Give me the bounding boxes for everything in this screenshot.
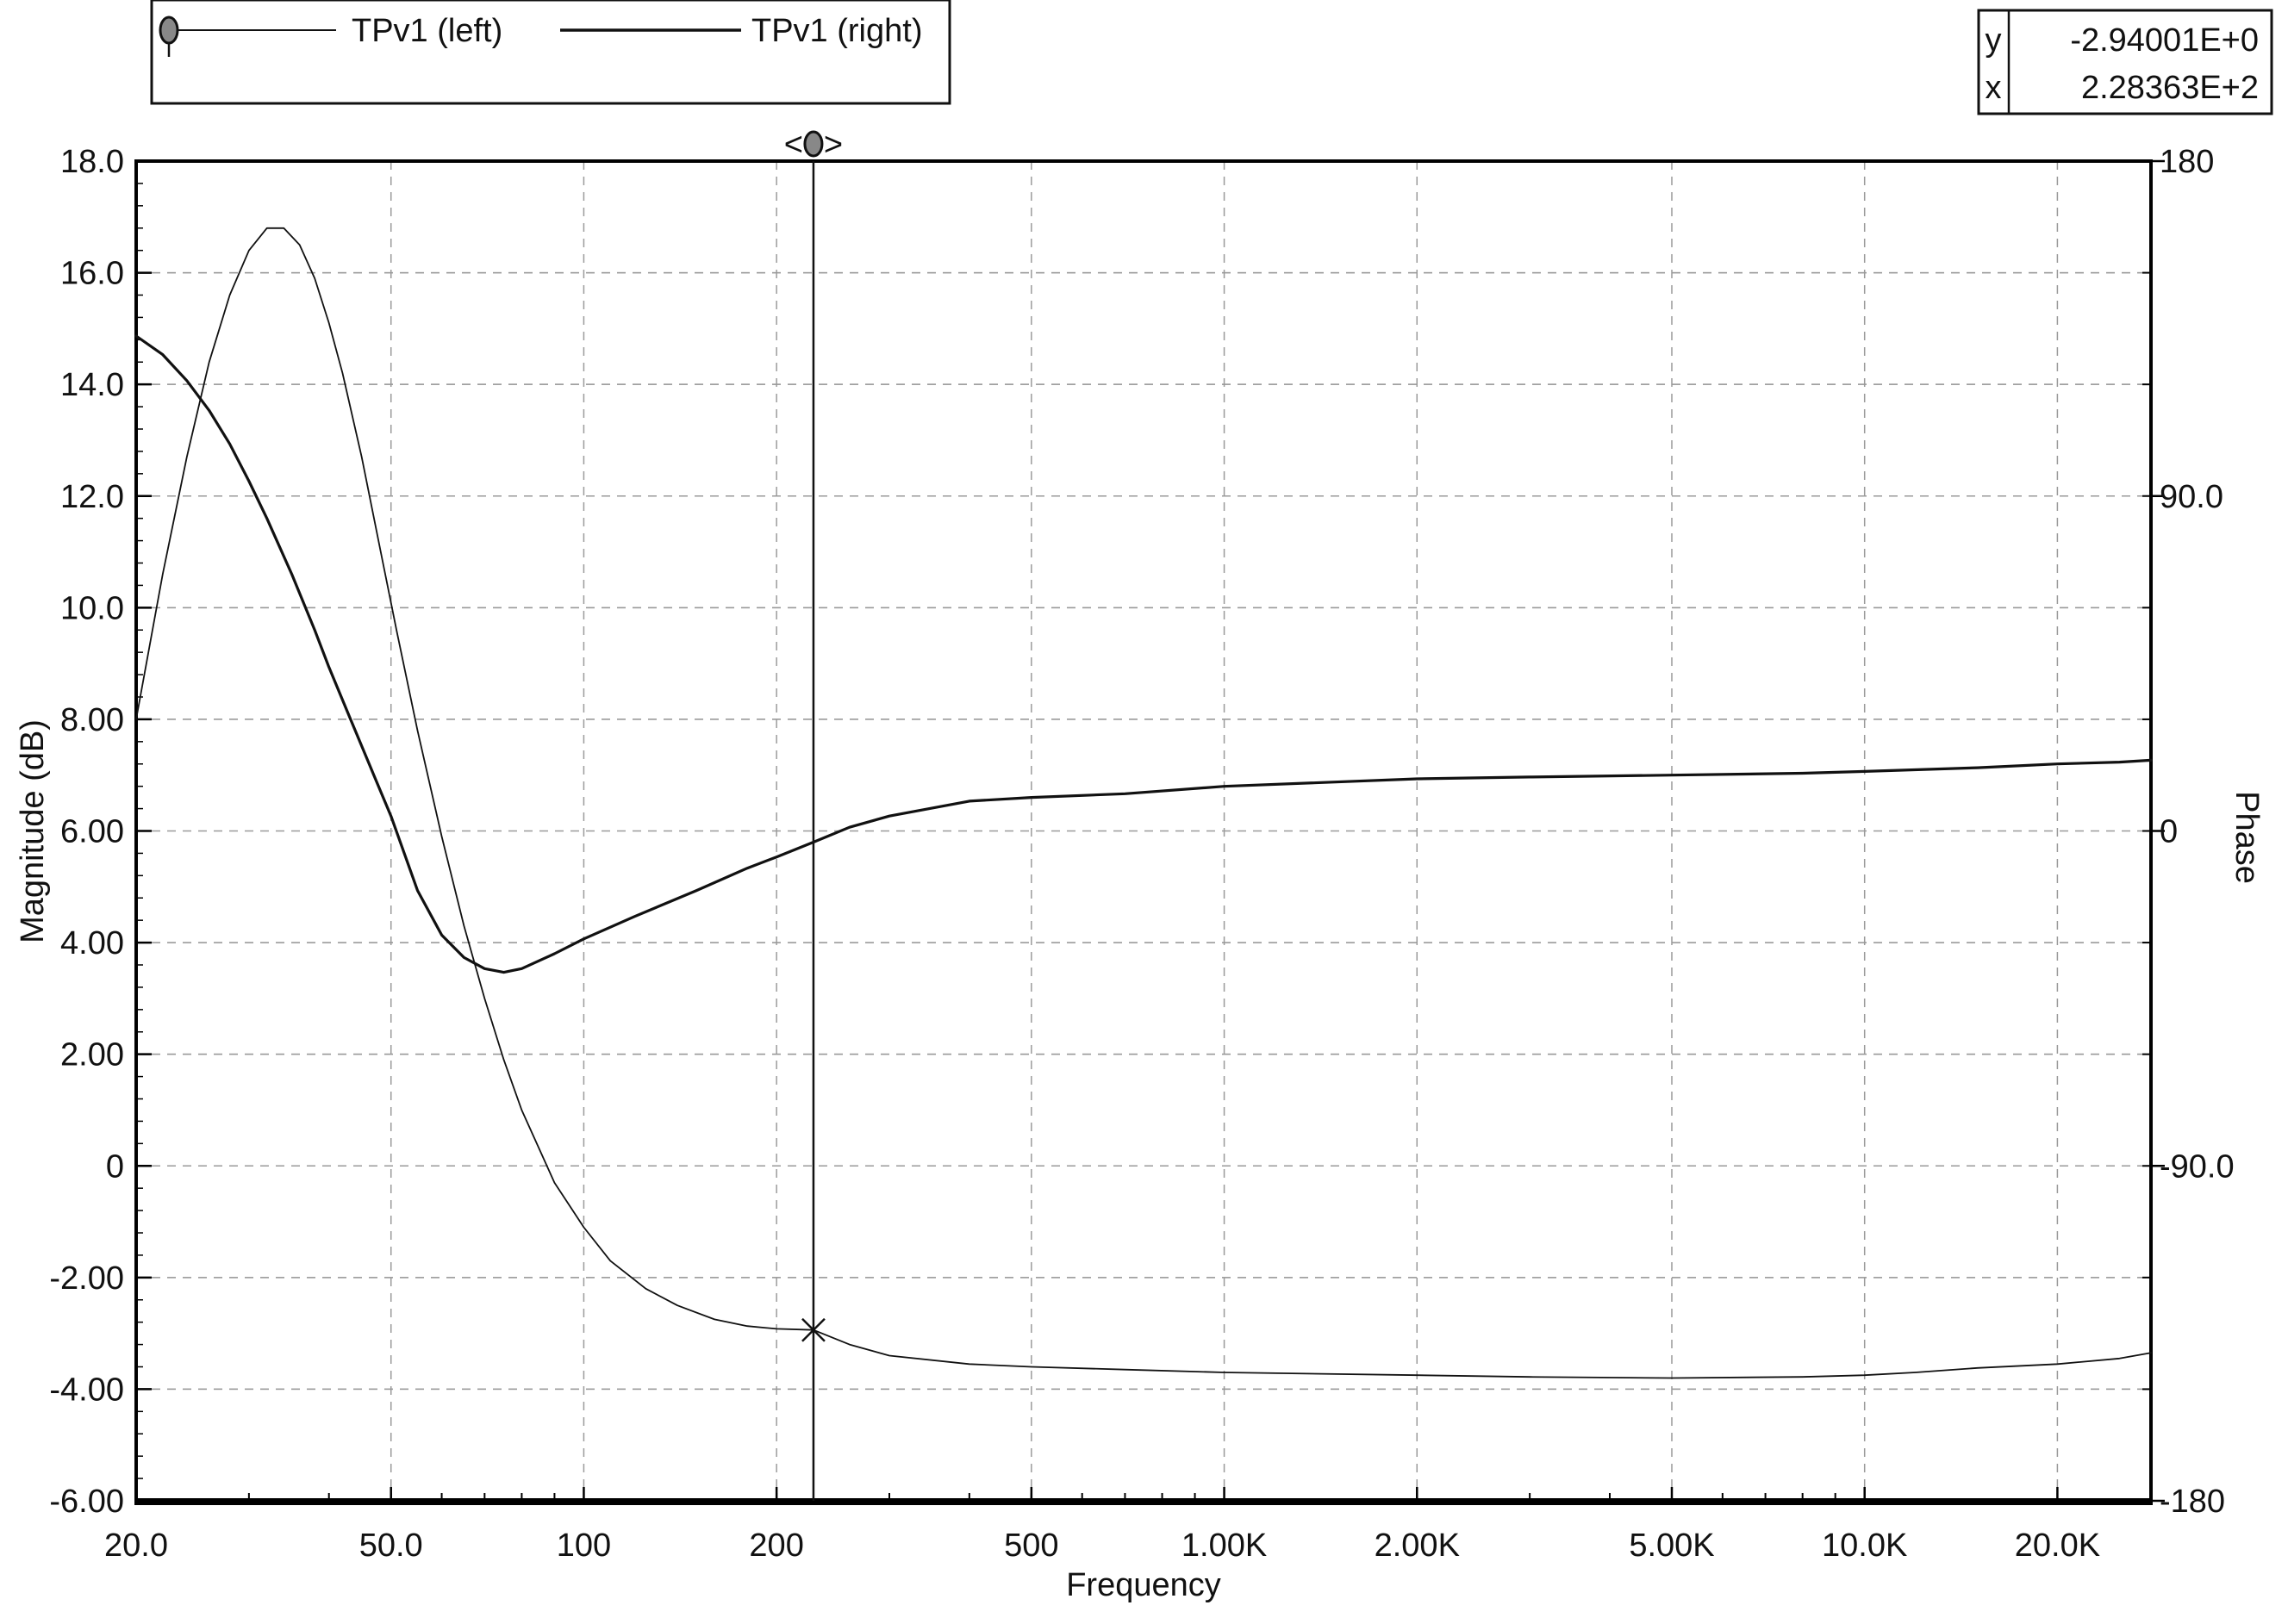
x-tick-label: 50.0 xyxy=(359,1528,423,1564)
y2-tick-label: -180 xyxy=(2160,1484,2225,1520)
x-tick-label: 20.0K xyxy=(2015,1528,2100,1564)
legend-box xyxy=(150,0,951,105)
x-tick-label: 200 xyxy=(749,1528,803,1564)
cursor-handle-right-arrow[interactable]: > xyxy=(824,127,843,163)
x-tick-label: 5.00K xyxy=(1629,1528,1714,1564)
y2-tick-label: -90.0 xyxy=(2160,1148,2235,1185)
readout-x-label: x xyxy=(1986,70,2002,106)
y-axis-label: Magnitude (dB) xyxy=(15,719,51,943)
y-tick-label: -6.00 xyxy=(49,1484,124,1520)
series-lines xyxy=(134,227,2153,1379)
cursor-readout: y -2.94001E+0 x 2.28363E+2 xyxy=(1977,9,2273,115)
x-tick-label: 20.0 xyxy=(104,1528,168,1564)
x-tick-label: 2.00K xyxy=(1375,1528,1460,1564)
y-tick-label: 8.00 xyxy=(60,702,124,738)
y2-tick-label: 0 xyxy=(2160,814,2178,850)
cursor-handle-marker-icon[interactable] xyxy=(803,130,824,158)
cursor-intersection-x-icon xyxy=(801,1317,826,1342)
cursor-cross-stroke-b xyxy=(801,1317,826,1342)
cursor[interactable]: < > xyxy=(784,127,843,1501)
cursor-handle[interactable]: < > xyxy=(784,127,843,163)
y-tick-label: 6.00 xyxy=(60,814,124,850)
y-tick-label: -4.00 xyxy=(49,1372,124,1408)
x-tick-label: 1.00K xyxy=(1181,1528,1267,1564)
legend-entry-right: TPv1 (right) xyxy=(751,13,922,49)
x-axis-ticks: 20.0 50.0 100 200 500 1.00K 2.00K 5.00K 10.0K 20.… xyxy=(104,1487,2100,1564)
y2-axis-ticks: 180 90.0 0 -90.0 -180 xyxy=(2142,144,2235,1520)
legend: TPv1 (left) TPv1 (right) xyxy=(150,0,951,105)
y-tick-label: -2.00 xyxy=(49,1260,124,1297)
y-tick-label: 10.0 xyxy=(60,590,124,626)
series-line-left xyxy=(135,227,2152,1379)
x-tick-label: 500 xyxy=(1004,1528,1058,1564)
readout-y-label: y xyxy=(1986,22,2002,59)
readout-box xyxy=(1977,9,2273,115)
y-axis-ticks: 18.0 16.0 14.0 12.0 10.0 8.00 6.00 4.00 2.00 0 -2.… xyxy=(49,144,152,1520)
readout-x-value: 2.28363E+2 xyxy=(2081,70,2259,106)
x-axis-label: Frequency xyxy=(1066,1567,1221,1603)
y-tick-label: 12.0 xyxy=(60,479,124,515)
y-tick-label: 14.0 xyxy=(60,367,124,403)
readout-y-value: -2.94001E+0 xyxy=(2070,22,2259,59)
legend-entry-left: TPv1 (left) xyxy=(352,13,502,49)
y-tick-label: 0 xyxy=(106,1148,124,1185)
series-line-right xyxy=(134,334,2153,974)
y-tick-label: 2.00 xyxy=(60,1037,124,1073)
grid xyxy=(136,161,2151,1501)
y2-axis-label: Phase xyxy=(2229,791,2265,884)
cursor-handle-left-arrow[interactable]: < xyxy=(784,127,803,163)
x-tick-label: 10.0K xyxy=(1822,1528,1907,1564)
y-tick-label: 4.00 xyxy=(60,925,124,961)
y2-tick-label: 180 xyxy=(2160,144,2214,180)
x-tick-label: 100 xyxy=(557,1528,611,1564)
legend-marker-filled-ellipse-icon xyxy=(159,16,179,45)
y-tick-label: 18.0 xyxy=(60,144,124,180)
y-tick-label: 16.0 xyxy=(60,256,124,292)
y2-tick-label: 90.0 xyxy=(2160,479,2223,515)
